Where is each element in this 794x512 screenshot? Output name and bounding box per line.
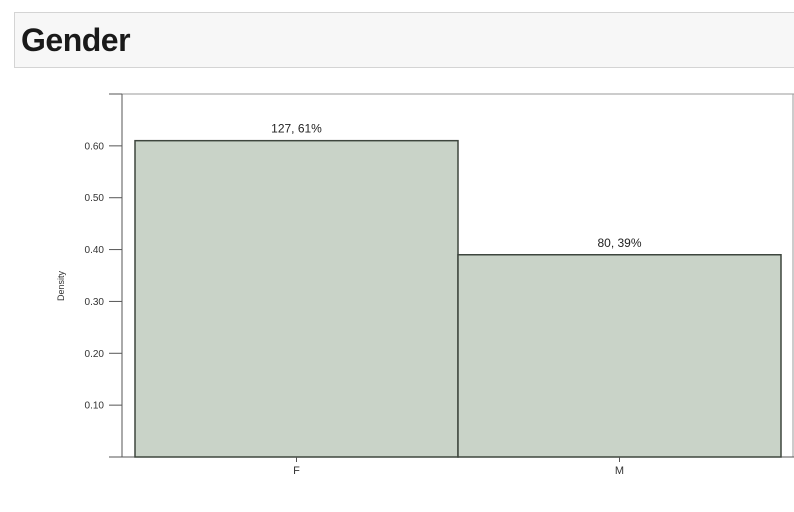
data-label: 80, 39% (597, 236, 641, 250)
bars: 127, 61% 80, 39% (134, 122, 782, 458)
bar-m (457, 254, 782, 458)
section-header: Gender (14, 12, 794, 68)
x-tick-label: F (293, 465, 300, 477)
x-tick-label: M (615, 465, 624, 477)
y-tick-label: 0.50 (85, 193, 105, 204)
y-tick-label: 0.30 (85, 297, 105, 308)
y-tick-label: 0.20 (85, 349, 105, 360)
y-tick-label: 0.40 (85, 245, 105, 256)
y-axis: 0.10 0.20 0.30 0.40 0.50 0.60 (85, 93, 122, 412)
y-tick-label: 0.10 (85, 401, 105, 412)
y-tick-label: 0.60 (85, 141, 105, 152)
bar-f (134, 139, 459, 458)
section-title: Gender (21, 22, 131, 58)
y-axis-title: Density (56, 270, 66, 301)
data-label: 127, 61% (271, 122, 322, 136)
